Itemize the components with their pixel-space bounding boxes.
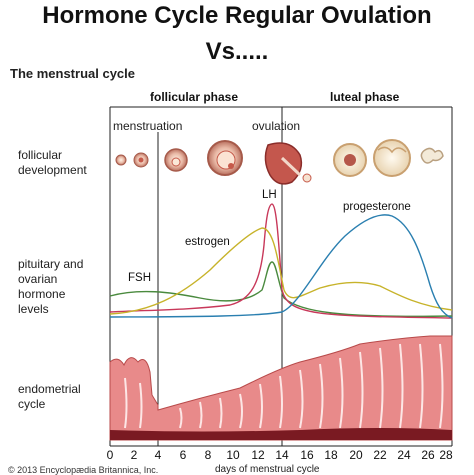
follicle-oocyte — [138, 157, 144, 163]
corpus-luteum-mature — [373, 139, 411, 177]
estrogen-label: estrogen — [185, 236, 230, 248]
copyright-text: © 2013 Encyclopædia Britannica, Inc. — [8, 465, 159, 475]
hormone-levels-line4: levels — [18, 302, 49, 316]
x-axis-caption: days of menstrual cycle — [215, 464, 320, 475]
follicular-development-label: follicular development — [18, 148, 87, 178]
tick-4: 4 — [154, 448, 162, 462]
follicle-antrum — [171, 157, 181, 167]
tick-10: 10 — [226, 448, 240, 462]
released-egg — [302, 173, 312, 183]
tick-12: 12 — [251, 448, 265, 462]
tick-8: 8 — [204, 448, 212, 462]
tick-6: 6 — [179, 448, 187, 462]
follicle-cumulus — [228, 163, 234, 169]
corpus-albicans — [420, 147, 444, 164]
follicular-phase-label: follicular phase — [150, 90, 239, 104]
ovulation-label: ovulation — [252, 119, 301, 133]
progesterone-curve — [109, 214, 453, 319]
tick-24: 24 — [397, 448, 411, 462]
rupture-mark — [280, 156, 302, 177]
page-title-line2: Vs..... — [205, 38, 269, 65]
hormone-levels-line3: hormone — [18, 287, 66, 301]
tick-18: 18 — [324, 448, 338, 462]
corpus-luteum-folds — [377, 146, 407, 154]
hormone-levels-line1: pituitary and — [18, 257, 84, 271]
tick-22: 22 — [373, 448, 387, 462]
menstruation-label: menstruation — [113, 119, 183, 133]
luteal-phase-label: luteal phase — [330, 90, 400, 104]
ovulating-follicle — [264, 142, 303, 185]
follicle-stages — [115, 139, 444, 185]
fsh-curve — [109, 261, 453, 318]
follicular-development-line2: development — [18, 163, 87, 177]
hormone-curves — [109, 203, 453, 319]
fsh-label: FSH — [128, 272, 151, 284]
follicular-development-line1: follicular — [18, 148, 63, 162]
tick-28: 28 — [439, 448, 453, 462]
page-title-line1: Hormone Cycle Regular Ovulation — [42, 2, 432, 29]
lh-curve — [109, 203, 453, 319]
endometrial-glands — [124, 343, 444, 429]
figure-heading: The menstrual cycle — [10, 66, 135, 81]
tick-0: 0 — [106, 448, 114, 462]
tick-16: 16 — [300, 448, 314, 462]
estrogen-curve — [109, 227, 453, 315]
lh-label: LH — [262, 189, 277, 201]
corpus-luteum-core — [344, 154, 356, 166]
progesterone-label: progesterone — [343, 201, 411, 213]
tick-26: 26 — [421, 448, 435, 462]
endometrial-cycle-line1: endometrial — [18, 382, 81, 396]
follicle-stage-1 — [115, 154, 127, 166]
endometrium-layer — [109, 335, 453, 441]
hormone-levels-line2: ovarian — [18, 272, 58, 286]
endometrium-base — [110, 428, 452, 440]
tick-2: 2 — [130, 448, 138, 462]
endometrial-cycle-label: endometrial cycle — [18, 382, 81, 412]
tick-20: 20 — [349, 448, 363, 462]
tick-14: 14 — [275, 448, 289, 462]
hormone-levels-label: pituitary and ovarian hormone levels — [18, 257, 83, 317]
endometrial-cycle-line2: cycle — [18, 397, 46, 411]
